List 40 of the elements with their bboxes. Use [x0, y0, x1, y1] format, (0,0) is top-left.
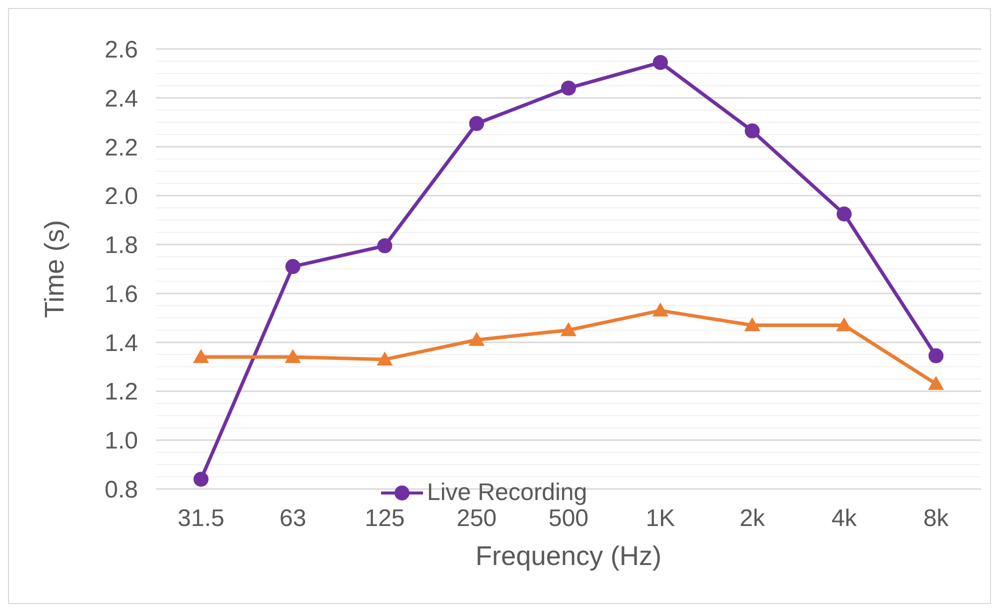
point — [744, 123, 760, 138]
x-tick-label: 4k — [831, 505, 858, 532]
point — [194, 472, 208, 487]
x-tick-label: 31.5 — [178, 505, 224, 532]
y-tick-label: 2.6 — [104, 36, 138, 64]
x-tick-label: 8k — [923, 505, 950, 532]
y-tick-label: 1.4 — [104, 330, 138, 357]
x-tick-label: 500 — [548, 505, 589, 532]
x-axis-title: Frequency (Hz) — [475, 541, 662, 571]
x-tick-label: 125 — [364, 505, 405, 532]
y-tick-label: 2.4 — [104, 85, 138, 112]
x-tick-label: 1K — [646, 505, 676, 532]
point — [376, 351, 393, 366]
x-tick-label: 63 — [280, 505, 306, 532]
point — [928, 348, 944, 364]
point — [285, 259, 300, 274]
y-tick-label: 2.0 — [104, 183, 138, 210]
point — [469, 116, 484, 132]
x-tick-label: 250 — [456, 505, 497, 532]
point — [561, 80, 576, 96]
point — [928, 376, 944, 390]
point — [377, 238, 392, 254]
point — [744, 317, 760, 332]
y-tick-label: 0.8 — [104, 476, 138, 504]
y-tick-label: 2.2 — [104, 134, 138, 162]
point — [284, 349, 301, 363]
y-tick-label: 1.6 — [104, 280, 138, 308]
point — [560, 322, 576, 336]
legend-label: Live Recording — [427, 479, 588, 507]
point — [652, 302, 668, 317]
point — [652, 54, 668, 70]
y-tick-label: 1.8 — [104, 232, 138, 260]
point — [836, 206, 852, 222]
y-tick-label: 1.0 — [104, 428, 138, 455]
point — [193, 349, 209, 363]
y-axis-title: Time (s) — [40, 220, 70, 318]
point — [468, 332, 485, 346]
point — [836, 317, 852, 332]
x-tick-label: 2k — [740, 505, 766, 532]
y-tick-label: 1.2 — [104, 378, 138, 406]
